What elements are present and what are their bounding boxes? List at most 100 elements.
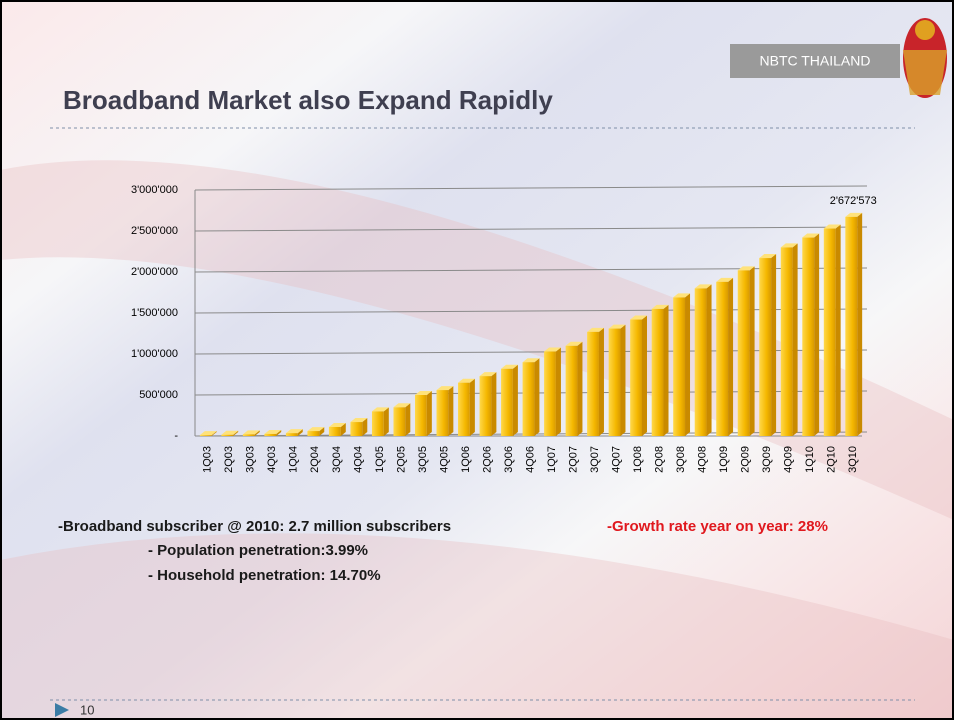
bar	[544, 347, 561, 436]
bar-top	[630, 315, 647, 320]
y-tick-label: 1'000'000	[131, 348, 178, 360]
x-tick-label: 4Q04	[352, 446, 364, 473]
bar-top	[522, 358, 540, 363]
bar	[823, 224, 841, 436]
bar-front	[587, 331, 599, 436]
x-tick-label: 4Q08	[697, 446, 709, 473]
bar-side	[448, 386, 454, 436]
grid-line	[194, 349, 868, 355]
bar-side	[426, 391, 432, 436]
bar-top	[458, 378, 475, 383]
bar-top	[565, 341, 583, 346]
bar-front	[479, 376, 492, 436]
bar-front	[780, 247, 793, 436]
page-number: 10	[80, 702, 94, 717]
bar-front	[565, 345, 578, 436]
flag-stripe	[0, 533, 954, 720]
bar	[630, 315, 647, 436]
bar	[221, 430, 239, 436]
x-tick-label: 3Q04	[331, 446, 343, 473]
bar-side	[362, 418, 368, 436]
x-tick-label: 1Q06	[460, 446, 472, 473]
x-tick-label: 4Q09	[783, 446, 795, 473]
bar-side	[383, 407, 389, 436]
bar-top	[285, 429, 303, 434]
x-tick-label: 4Q07	[610, 446, 622, 473]
bar-front	[285, 433, 298, 436]
bar-front	[458, 382, 470, 436]
bar	[608, 324, 626, 436]
bar	[264, 429, 282, 436]
badge-text: NBTC THAILAND	[760, 53, 871, 69]
bar-side	[405, 403, 411, 436]
bar-front	[436, 390, 449, 436]
bar	[307, 427, 325, 436]
bar-side	[469, 378, 475, 436]
bar	[759, 254, 777, 436]
note: -Broadband subscriber @ 2010: 2.7 millio…	[58, 518, 451, 535]
badge	[730, 44, 900, 78]
bar-top	[264, 429, 282, 434]
bar-front	[415, 395, 427, 436]
x-tick-label: 3Q06	[503, 446, 515, 473]
emblem	[903, 18, 947, 98]
bar	[458, 378, 475, 436]
bar-front	[608, 328, 621, 436]
note: - Population penetration:3.99%	[148, 542, 368, 559]
bar-top	[759, 254, 777, 259]
bar-side	[749, 266, 755, 436]
bar	[716, 277, 734, 436]
bar-top	[694, 284, 712, 289]
bar-front	[328, 426, 341, 436]
bar-top	[307, 427, 325, 432]
y-tick-label: 2'500'000	[131, 225, 178, 237]
bar-side	[319, 427, 325, 436]
bar-side	[254, 430, 260, 436]
bar-top	[479, 372, 497, 377]
bar	[415, 391, 432, 436]
bar-side	[211, 431, 217, 436]
flag-stripe	[0, 160, 954, 520]
bar-side	[598, 327, 604, 436]
bar-front	[673, 297, 686, 436]
bar-front	[371, 411, 384, 436]
bar-top	[371, 407, 389, 412]
x-tick-label: 2Q06	[481, 446, 493, 473]
x-tick-label: 4Q06	[524, 446, 536, 473]
x-tick-label: 1Q04	[288, 446, 300, 473]
bar-side	[728, 277, 734, 436]
y-tick-label: 2'000'000	[131, 266, 178, 278]
bar-side	[577, 341, 583, 436]
x-tick-label: 4Q05	[438, 446, 450, 473]
bar	[694, 284, 712, 436]
grid-line	[194, 185, 868, 191]
bar-side	[814, 233, 820, 436]
bar-side	[685, 293, 691, 436]
bar	[651, 304, 669, 436]
y-tick-label: 3'000'000	[131, 184, 178, 196]
bar-front	[737, 270, 750, 436]
y-tick-label: 500'000	[139, 389, 178, 401]
bar-side	[620, 324, 626, 436]
bar-top	[673, 293, 691, 298]
bar-top	[393, 403, 411, 408]
x-tick-label: 2Q05	[395, 446, 407, 473]
x-tick-label: 2Q03	[223, 446, 235, 473]
x-tick-label: 4Q03	[266, 446, 278, 473]
bar-front	[845, 216, 858, 436]
bar-top	[415, 391, 432, 395]
bar-top	[845, 212, 863, 217]
bar-front	[694, 288, 707, 436]
growth-note: -Growth rate year on year: 28%	[607, 518, 828, 535]
bar	[285, 429, 303, 436]
x-tick-label: 1Q08	[632, 446, 644, 473]
y-tick-label: -	[174, 430, 178, 442]
bar-side	[233, 430, 239, 436]
bar	[522, 358, 540, 436]
x-tick-label: 2Q10	[826, 446, 838, 473]
bar-top	[436, 386, 454, 391]
bar-top	[501, 364, 518, 369]
bar-front	[802, 237, 815, 436]
bar-side	[555, 347, 561, 436]
bar-side	[835, 224, 841, 436]
